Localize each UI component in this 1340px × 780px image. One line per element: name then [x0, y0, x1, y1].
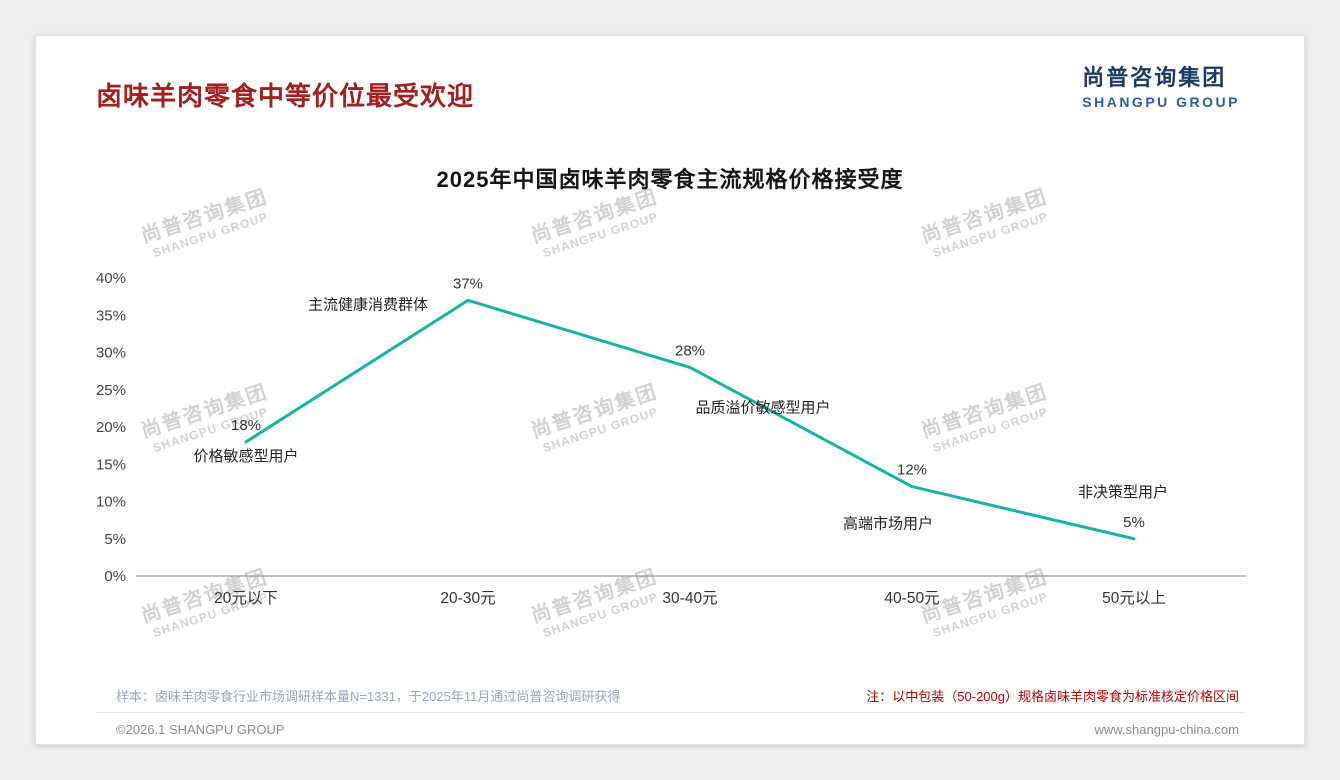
x-axis-category-label: 20元以下	[214, 590, 278, 607]
footer-bar: ©2026.1 SHANGPU GROUP www.shangpu-china.…	[96, 712, 1244, 737]
annotation-label: 非决策型用户	[1078, 484, 1168, 501]
logo-en-text: SHANGPU GROUP	[1082, 94, 1240, 110]
y-axis-tick-label: 20%	[96, 419, 126, 436]
report-slide: 尚普咨询集团 SHANGPU GROUP 尚普咨询集团 SHANGPU GROUP 尚普…	[35, 35, 1305, 745]
annotation-label: 品质溢价敏感型用户	[695, 399, 830, 416]
copyright-text: ©2026.1 SHANGPU GROUP	[116, 722, 285, 737]
y-axis-tick-label: 0%	[104, 568, 126, 585]
shangpu-logo: 尚普咨询集团 SHANGPU GROUP	[1082, 60, 1240, 110]
notes-row: 样本：卤味羊肉零食行业市场调研样本量N=1331，于2025年11月通过尚普咨询…	[116, 686, 1239, 705]
website-text: www.shangpu-china.com	[1094, 722, 1239, 737]
annotation-label: 价格敏感型用户	[193, 448, 298, 465]
y-axis-tick-label: 10%	[96, 494, 126, 511]
logo-cn-text: 尚普咨询集团	[1082, 65, 1227, 90]
x-axis-category-label: 30-40元	[662, 590, 717, 607]
price-note: 注：以中包装（50-200g）规格卤味羊肉零食为标准核定价格区间	[866, 689, 1239, 704]
x-axis-category-label: 50元以上	[1102, 589, 1166, 607]
annotation-label: 高端市场用户	[843, 516, 933, 533]
y-axis-tick-label: 5%	[104, 531, 126, 548]
chart-title: 2025年中国卤味羊肉零食主流规格价格接受度	[436, 167, 904, 192]
line-chart: 40% 35% 30% 25% 20% 15% 10% 5% 0% 20元以下 20-30元 30-4…	[96, 270, 1246, 607]
y-axis-tick-label: 30%	[96, 345, 126, 362]
point-value-label: 12%	[897, 462, 927, 479]
annotation-label: 主流健康消费群体	[308, 296, 428, 313]
y-axis-tick-label: 35%	[96, 307, 126, 324]
y-axis-tick-label: 15%	[96, 456, 126, 473]
point-value-label: 18%	[231, 417, 261, 434]
x-axis-category-label: 40-50元	[884, 590, 939, 607]
point-value-label: 37%	[453, 275, 483, 292]
page-title: 卤味羊肉零食中等价位最受欢迎	[96, 81, 475, 111]
acceptance-line	[244, 298, 1136, 541]
point-value-label: 28%	[675, 342, 705, 359]
sample-note: 样本：卤味羊肉零食行业市场调研样本量N=1331，于2025年11月通过尚普咨询…	[116, 689, 621, 704]
x-axis-category-label: 20-30元	[440, 590, 495, 607]
y-axis-tick-label: 25%	[96, 382, 126, 399]
y-axis-tick-label: 40%	[96, 270, 126, 287]
point-value-label: 5%	[1123, 514, 1145, 531]
